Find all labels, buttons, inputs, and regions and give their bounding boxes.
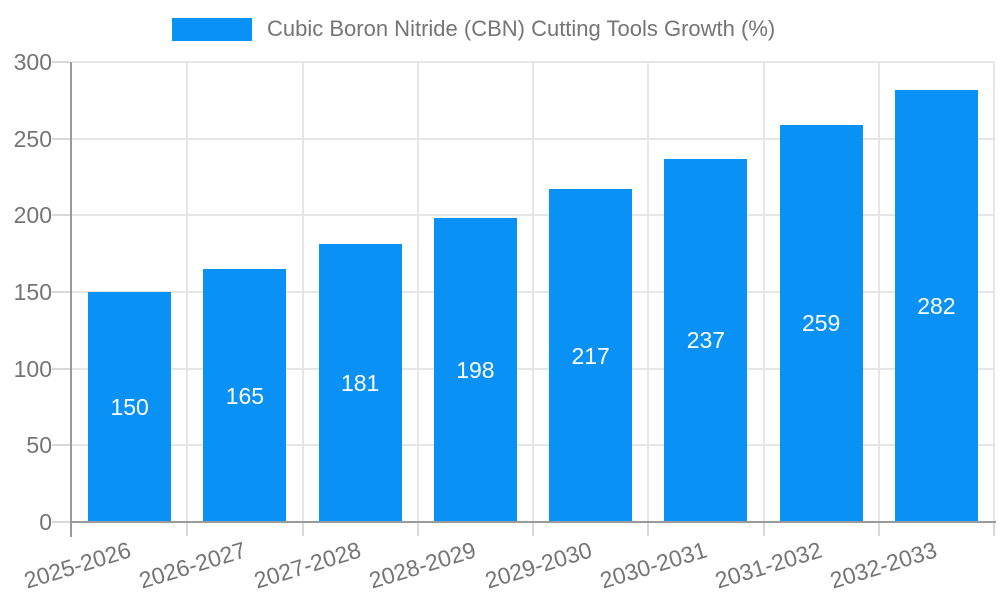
x-tick-label: 2031-2032 xyxy=(712,536,825,594)
y-tick-label: 150 xyxy=(13,279,52,305)
legend-label: Cubic Boron Nitride (CBN) Cutting Tools … xyxy=(267,16,776,41)
x-tick xyxy=(993,522,995,536)
y-tick xyxy=(52,61,70,63)
y-tick-label: 250 xyxy=(13,125,52,152)
v-gridline xyxy=(762,62,765,522)
bar xyxy=(894,89,978,522)
v-gridline xyxy=(993,62,995,522)
y-tick-label: 100 xyxy=(13,355,52,382)
bar xyxy=(549,189,633,522)
bar xyxy=(318,244,402,522)
x-tick xyxy=(532,522,534,536)
x-tick-label: 2029-2030 xyxy=(481,536,595,594)
x-tick xyxy=(647,522,650,536)
bar-value-label: 181 xyxy=(340,370,380,397)
y-tick xyxy=(52,444,70,447)
y-axis-line xyxy=(70,62,72,537)
v-gridline xyxy=(532,62,534,522)
v-gridline xyxy=(186,62,189,522)
bar-value-label: 282 xyxy=(917,292,956,319)
legend-swatch xyxy=(172,17,252,41)
x-tick-label: 2027-2028 xyxy=(251,536,364,594)
y-tick-label: 300 xyxy=(13,49,52,75)
bar xyxy=(88,292,172,522)
y-tick-label: 0 xyxy=(39,509,52,535)
y-tick-label: 200 xyxy=(13,202,52,229)
x-tick xyxy=(186,522,189,536)
x-tick xyxy=(416,522,419,536)
x-tick-label: 2032-2033 xyxy=(827,536,941,594)
bar xyxy=(433,218,517,522)
bar-value-label: 259 xyxy=(801,310,841,337)
y-tick xyxy=(52,214,70,217)
v-gridline xyxy=(416,62,419,522)
legend: Cubic Boron Nitride (CBN) Cutting Tools … xyxy=(172,15,775,43)
bar xyxy=(779,124,863,522)
x-axis-line xyxy=(70,521,996,523)
v-gridline xyxy=(301,62,304,522)
x-tick xyxy=(301,522,304,536)
bar xyxy=(664,158,748,522)
v-gridline xyxy=(647,62,650,522)
x-tick-label: 2026-2027 xyxy=(135,536,249,594)
x-tick xyxy=(877,522,880,536)
x-tick-label: 2028-2029 xyxy=(366,536,480,594)
bar-value-label: 198 xyxy=(456,357,495,384)
y-tick xyxy=(52,367,70,370)
y-tick xyxy=(52,521,70,523)
bar-value-label: 165 xyxy=(225,382,265,409)
y-tick xyxy=(52,291,70,293)
x-tick-label: 2030-2031 xyxy=(596,536,710,594)
v-gridline xyxy=(877,62,880,522)
bar xyxy=(203,269,287,522)
x-tick xyxy=(762,522,765,536)
bar-value-label: 237 xyxy=(686,327,726,354)
y-tick xyxy=(52,137,70,140)
bar-value-label: 217 xyxy=(571,342,610,369)
bar-value-label: 150 xyxy=(110,394,149,420)
x-tick-label: 2025-2026 xyxy=(20,536,134,594)
y-tick-label: 50 xyxy=(26,432,52,459)
